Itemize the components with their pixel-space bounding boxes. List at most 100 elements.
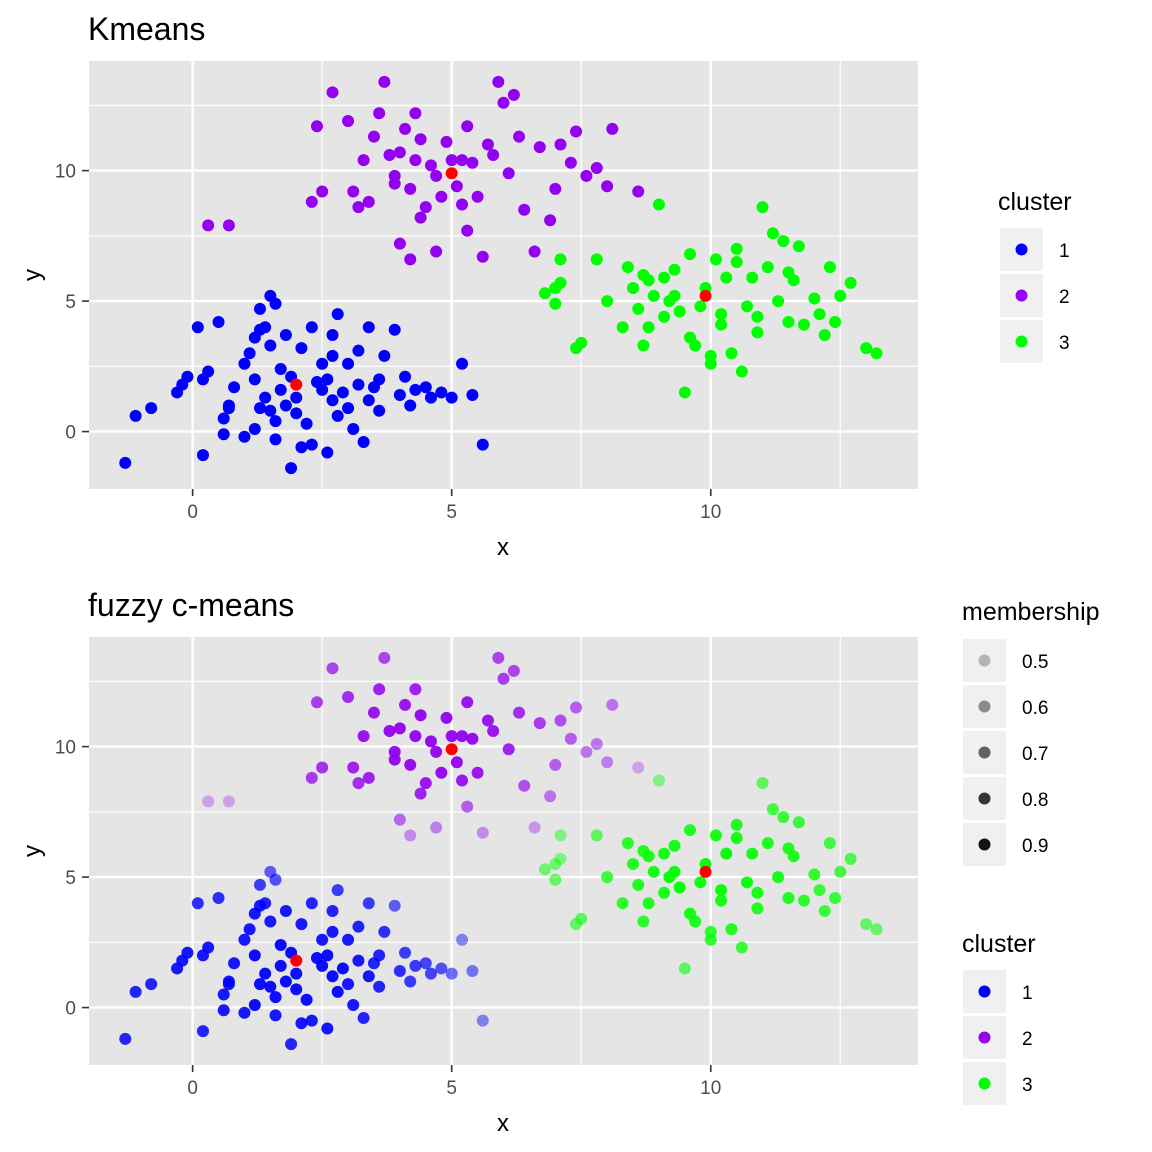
cluster-2-point [580, 169, 593, 182]
legend-key-membership [978, 838, 991, 851]
cluster-1-point [393, 965, 406, 978]
cluster-1-point [264, 404, 277, 417]
cluster-1-point [326, 329, 339, 342]
cluster-2-point [564, 732, 577, 745]
cluster-3-point [720, 271, 733, 284]
cluster-1-point [316, 959, 329, 972]
cluster-1-point [269, 297, 282, 310]
cluster-2-point [222, 219, 235, 232]
cluster-3-point [829, 891, 842, 904]
legend-label-cluster-1: 1 [1059, 241, 1070, 262]
cluster-1-point [336, 962, 349, 975]
centroid-point [699, 289, 712, 302]
cluster-3-point [549, 858, 562, 871]
legend-label-cluster-1: 1 [1022, 983, 1033, 1004]
cluster-3-point [746, 271, 759, 284]
cluster-1-point [362, 394, 375, 407]
cluster-2-point [326, 86, 339, 99]
legend-key-membership [978, 700, 991, 713]
cluster-1-point [290, 983, 303, 996]
cluster-3-point [715, 318, 728, 331]
cluster-3-point [684, 331, 697, 344]
cluster-3-point [844, 276, 857, 289]
cluster-3-point [751, 902, 764, 915]
cluster-1-point [476, 438, 489, 451]
cluster-3-point [684, 824, 697, 837]
cluster-2-point [316, 185, 329, 198]
cluster-1-point [445, 391, 458, 404]
cluster-2-point [570, 701, 583, 714]
legend-key-cluster-1 [1015, 243, 1028, 256]
x-tick-label: 5 [446, 1078, 457, 1099]
cluster-2-point [570, 125, 583, 138]
cluster-1-point [357, 1012, 370, 1025]
legend-key-cluster-2 [1015, 289, 1028, 302]
cluster-1-point [399, 370, 412, 383]
cluster-3-point [647, 289, 660, 302]
cluster-1-point [409, 959, 422, 972]
cluster-1-point [456, 357, 469, 370]
cluster-2-point [580, 745, 593, 758]
cluster-3-point [704, 933, 717, 946]
cluster-2-point [513, 130, 526, 143]
legend-key-cluster-2 [978, 1031, 991, 1044]
cluster-3-point [621, 837, 634, 850]
cluster-3-point [818, 329, 831, 342]
cluster-3-point [782, 891, 795, 904]
cluster-2-point [492, 75, 505, 88]
cluster-3-point [627, 858, 640, 871]
cluster-1-point [259, 897, 272, 910]
cluster-1-point [373, 404, 386, 417]
cluster-2-point [471, 766, 484, 779]
cluster-3-point [549, 282, 562, 295]
cluster-2-point [404, 829, 417, 842]
cluster-2-point [476, 826, 489, 839]
cluster-2-point [388, 169, 401, 182]
cluster-1-point [300, 417, 313, 430]
cluster-1-point [196, 449, 209, 462]
cluster-3-point [844, 852, 857, 865]
kmeans-title: Kmeans [88, 11, 205, 47]
cluster-2-point [456, 774, 469, 787]
cluster-1-point [119, 456, 132, 469]
cluster-1-point [259, 391, 272, 404]
cluster-1-point [191, 897, 204, 910]
cluster-3-point [792, 240, 805, 253]
cluster-1-point [476, 1014, 489, 1027]
cluster-1-point [285, 462, 298, 475]
cluster-1-point [217, 988, 230, 1001]
cluster-2-point [352, 777, 365, 790]
cluster-2-point [347, 761, 360, 774]
cluster-2-point [440, 135, 453, 148]
cluster-3-point [808, 292, 821, 305]
legend-key-background [963, 639, 1006, 682]
cluster-1-point [196, 1025, 209, 1038]
cluster-3-point [678, 386, 691, 399]
cluster-2-point [564, 156, 577, 169]
fuzzy-centroids [290, 743, 712, 967]
cluster-2-point [606, 698, 619, 711]
legend-label-cluster-2: 2 [1022, 1029, 1033, 1050]
cluster-3-point [694, 300, 707, 313]
cluster-2-point [466, 156, 479, 169]
cluster-3-point [808, 868, 821, 881]
cluster-2-point [409, 730, 422, 743]
cluster-1-point [347, 998, 360, 1011]
cluster-3-point [621, 261, 634, 274]
cluster-1-point [253, 878, 266, 891]
cluster-2-point [367, 130, 380, 143]
cluster-1-point [202, 365, 215, 378]
cluster-2-point [222, 795, 235, 808]
cluster-1-point [181, 370, 194, 383]
cluster-1-point [352, 920, 365, 933]
fuzzy-title: fuzzy c-means [88, 587, 294, 623]
cluster-1-point [248, 422, 261, 435]
cluster-3-point [720, 847, 733, 860]
cluster-1-point [248, 998, 261, 1011]
cluster-1-point [253, 402, 266, 415]
cluster-1-point [305, 438, 318, 451]
y-tick-label: 10 [55, 162, 76, 183]
cluster-1-point [316, 357, 329, 370]
cluster-1-point [336, 386, 349, 399]
cluster-2-point [342, 691, 355, 704]
